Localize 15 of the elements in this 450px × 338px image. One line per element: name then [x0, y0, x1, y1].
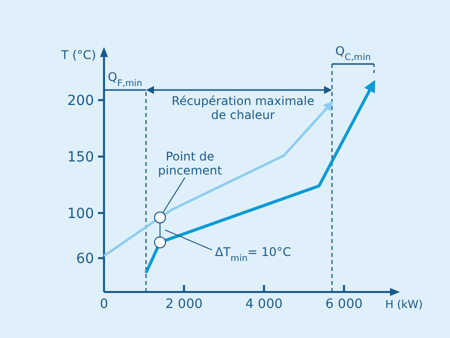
x-tick-label: 6 000	[325, 297, 363, 312]
x-tick-label: 0	[100, 297, 108, 312]
annotation: Q$_{F,min}$	[108, 70, 142, 89]
annotation: ΔT$_{min}$= 10°C	[215, 244, 292, 264]
x-axis-title: H (kW)	[385, 298, 423, 311]
x-tick-label: 4 000	[245, 297, 283, 312]
y-tick-label: 150	[67, 149, 94, 166]
x-tick-label: 2 000	[165, 297, 203, 312]
y-tick-label: 60	[76, 251, 94, 268]
y-tick-label: 100	[67, 206, 94, 222]
annotation: Récupération maximale de chaleur	[172, 94, 314, 122]
y-tick-label: 200	[67, 93, 94, 110]
annotation: Q$_{C,min}$	[335, 44, 371, 64]
annotation: Point de pincement	[158, 150, 222, 178]
y-axis-title: T (°C)	[60, 48, 96, 62]
